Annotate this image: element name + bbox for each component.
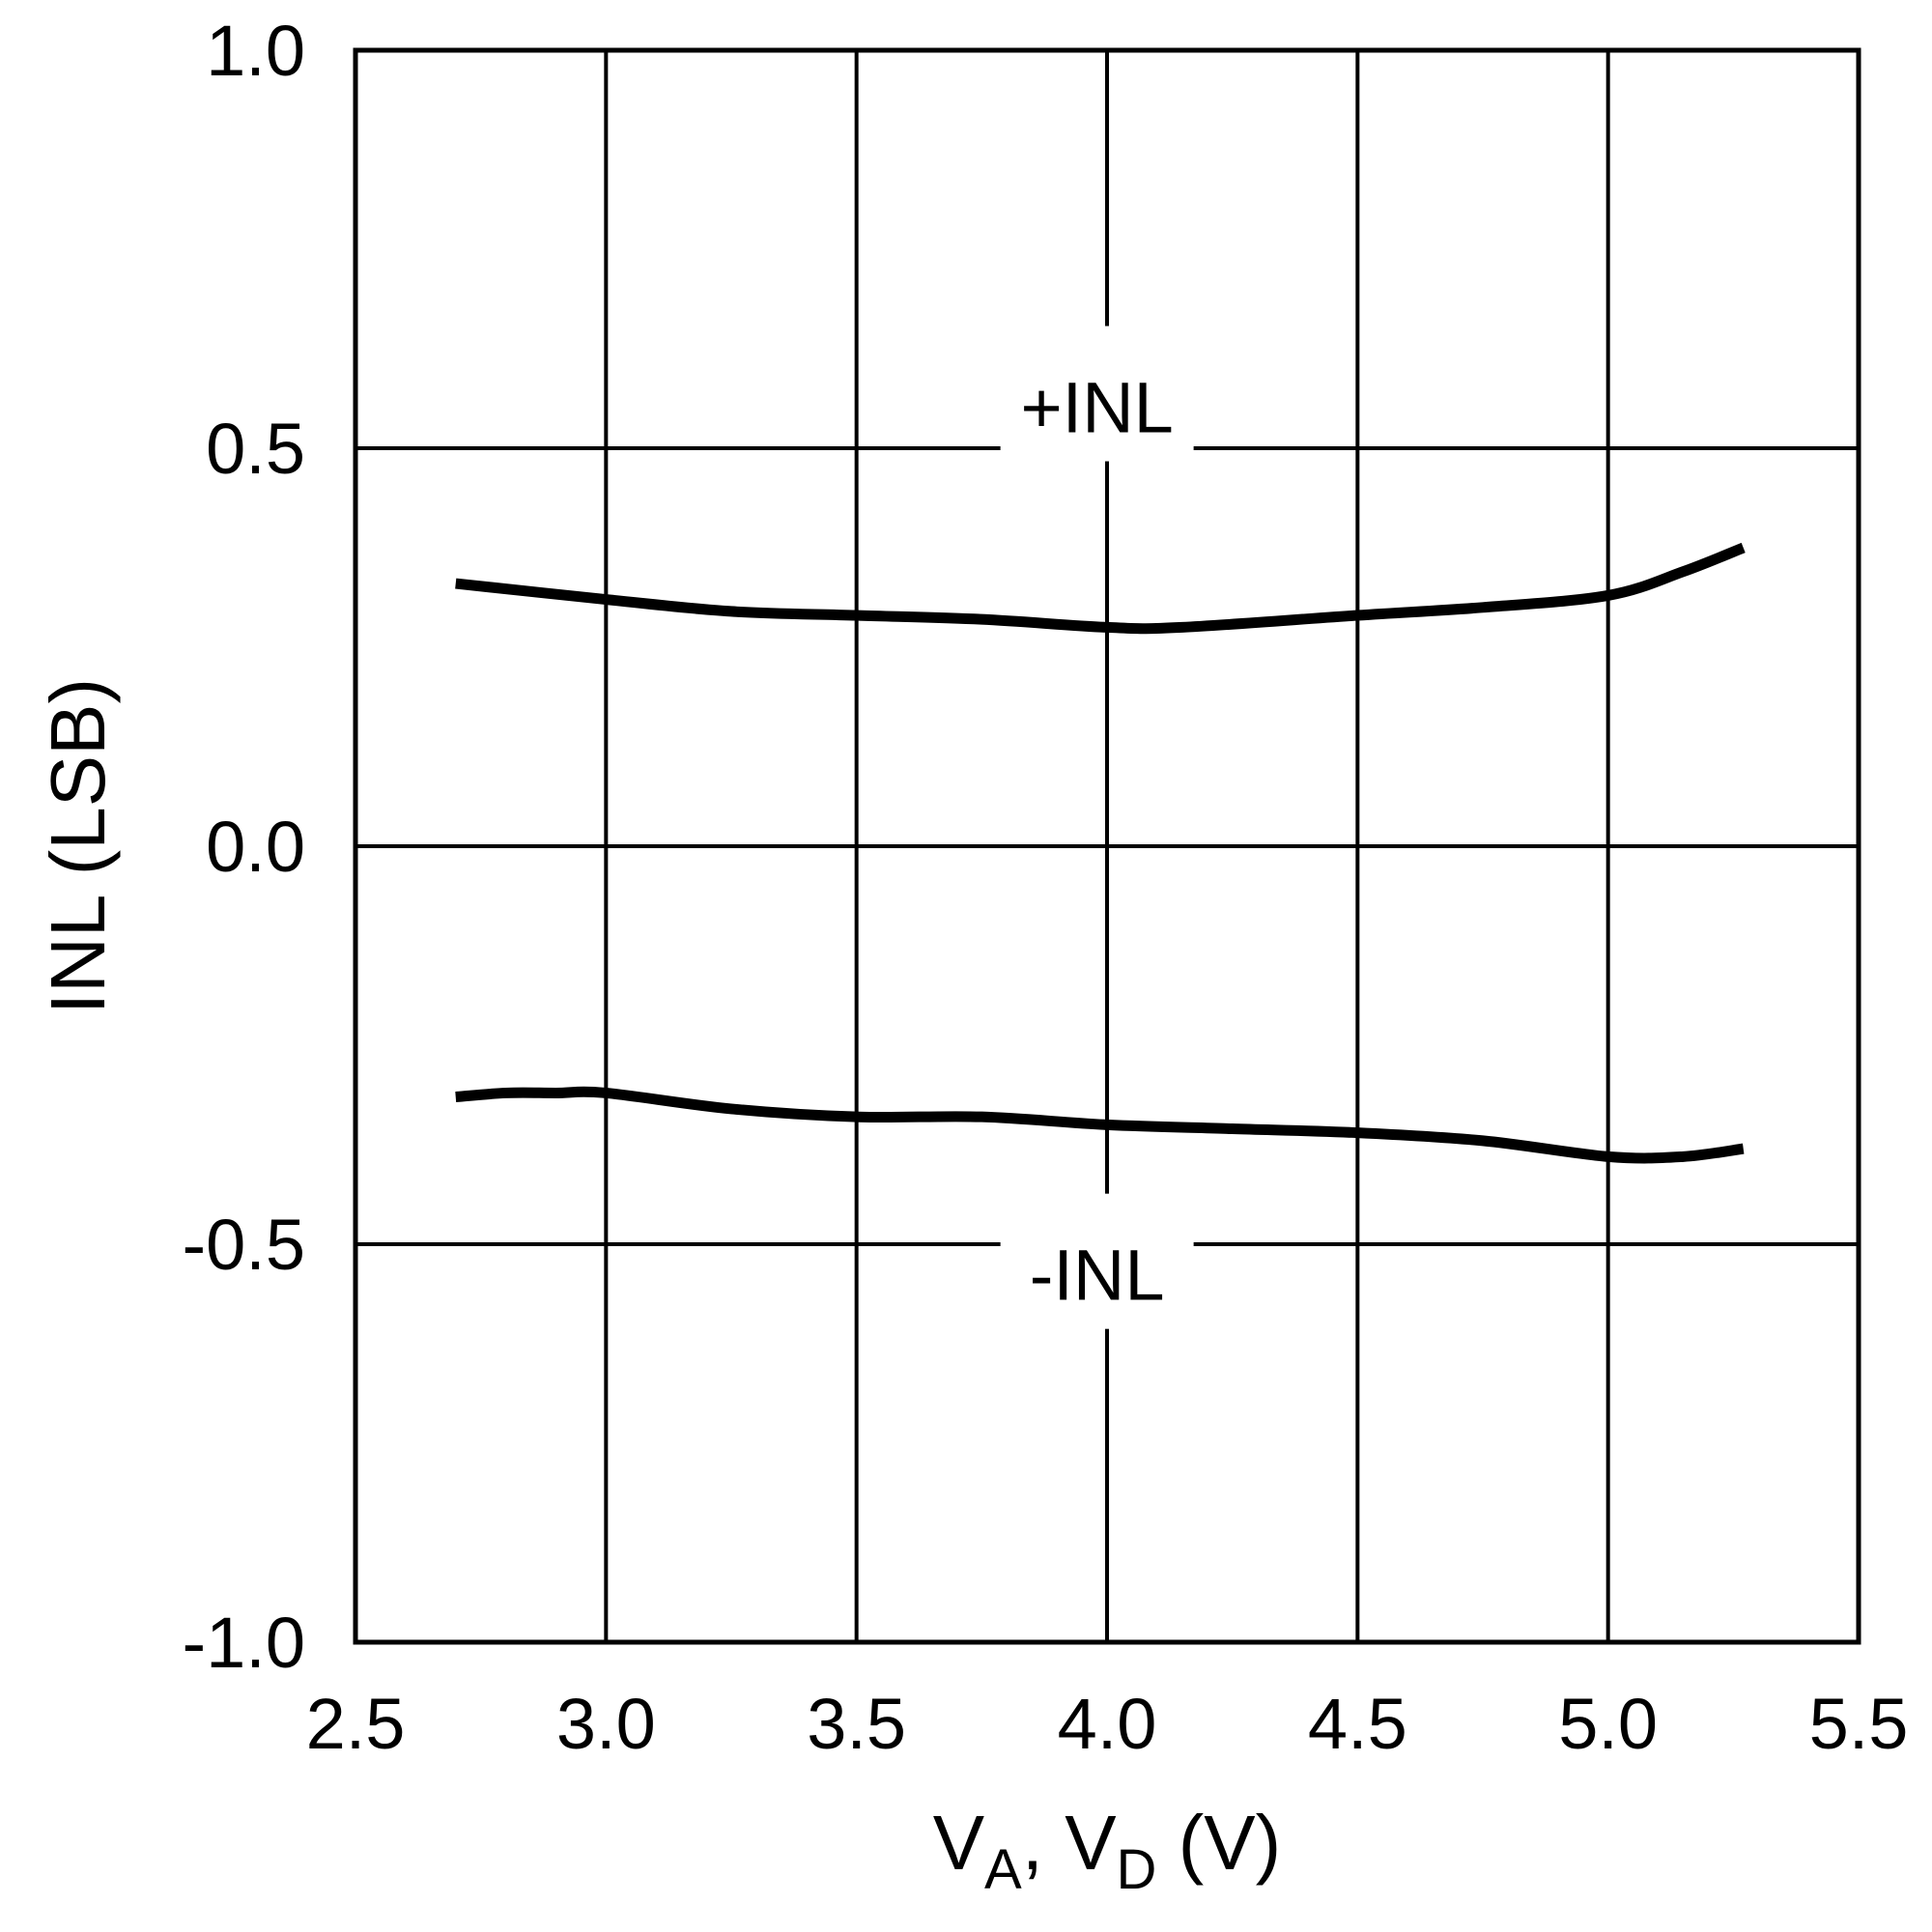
- annotation-label: -INL: [1030, 1236, 1165, 1316]
- annotation-backdrop: [1000, 326, 1194, 462]
- x-tick-label: 4.0: [1058, 1684, 1157, 1764]
- x-axis-title-sub-d: D: [1117, 1838, 1157, 1901]
- grid: [355, 50, 1859, 1642]
- plot-frame: [353, 47, 1861, 1645]
- series-lines: [455, 542, 1746, 1164]
- x-axis-title-sub-a: A: [984, 1838, 1022, 1901]
- y-tick-label: 1.0: [206, 11, 305, 91]
- annotations: +INL -INL: [1000, 326, 1194, 1329]
- x-axis-title: VA, VD (V): [933, 1800, 1282, 1901]
- x-tick-label: 2.5: [306, 1684, 406, 1764]
- y-tick-label: -1.0: [182, 1603, 305, 1683]
- x-axis-title-mid: , V: [1022, 1800, 1117, 1886]
- y-tick-label: 0.5: [206, 409, 305, 489]
- x-tick-label: 3.0: [556, 1684, 656, 1764]
- x-tick-label: 5.5: [1809, 1684, 1909, 1764]
- x-tick-label: 3.5: [807, 1684, 906, 1764]
- x-axis-title-main: V: [933, 1800, 985, 1886]
- x-tick-label: 5.0: [1558, 1684, 1658, 1764]
- annotation-backdrop: [1000, 1193, 1194, 1329]
- tick-labels: 2.5 3.0 3.5 4.0 4.5 5.0 5.5 1.0 0.5 0.0 -0.5 -1.0: [182, 11, 1908, 1764]
- y-axis-title: INL (LSB): [35, 678, 121, 1014]
- y-tick-label: 0.0: [206, 807, 305, 887]
- annotation-label: +INL: [1020, 368, 1173, 448]
- y-tick-label: -0.5: [182, 1205, 305, 1285]
- series-line-positive-inl: [455, 542, 1746, 635]
- series-line-negative-inl: [455, 1086, 1745, 1164]
- x-axis-title-tail: (V): [1156, 1800, 1281, 1886]
- x-tick-label: 4.5: [1308, 1684, 1407, 1764]
